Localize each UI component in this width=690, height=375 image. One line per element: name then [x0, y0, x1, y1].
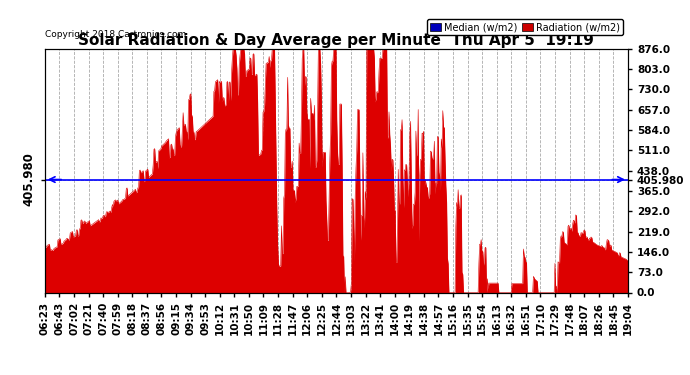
Legend: Median (w/m2), Radiation (w/m2): Median (w/m2), Radiation (w/m2)	[427, 20, 623, 35]
Title: Solar Radiation & Day Average per Minute  Thu Apr 5  19:19: Solar Radiation & Day Average per Minute…	[79, 33, 594, 48]
Text: Copyright 2018 Cartronics.com: Copyright 2018 Cartronics.com	[45, 30, 186, 39]
